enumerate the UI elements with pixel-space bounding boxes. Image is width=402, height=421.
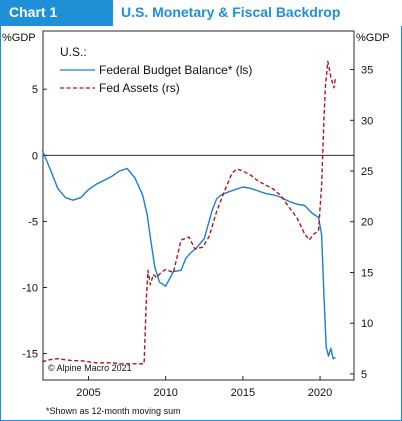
- x-axis-tick-label: 2015: [231, 387, 255, 399]
- axis-labels: %GDP %GDP 5 0 -5 -10 -15 5 10 15 20 25 30 35 2005 201…: [2, 32, 390, 399]
- left-axis-tick-label: 5: [32, 84, 38, 96]
- legend-title: U.S.:: [60, 45, 87, 59]
- right-axis-tick-label: 25: [361, 166, 373, 178]
- plot-area: [42, 30, 355, 381]
- budget-balance-line: [41, 149, 336, 360]
- right-axis-tick-label: 20: [361, 217, 373, 229]
- legend-label-fed-assets: Fed Assets (rs): [99, 81, 180, 95]
- x-axis-tick-label: 2005: [76, 387, 100, 399]
- right-axis-tick-label: 15: [361, 267, 373, 279]
- right-axis-tick-label: 10: [361, 318, 373, 330]
- plot-border: [42, 30, 355, 381]
- right-axis-tick-label: 5: [361, 369, 367, 381]
- fed-assets-line: [42, 60, 337, 365]
- left-axis-tick-label: 0: [32, 150, 38, 162]
- right-axis-tick-label: 30: [361, 115, 373, 127]
- x-axis-tick-label: 2010: [153, 387, 177, 399]
- left-axis-tick-label: -10: [22, 282, 38, 294]
- chart-marks: [41, 60, 337, 365]
- chart-title: U.S. Monetary & Fiscal Backdrop: [121, 4, 341, 20]
- source-credit: © Alpine Macro 2021: [48, 363, 132, 373]
- chart-title-background: [113, 0, 402, 26]
- x-axis-tick-label: 2020: [308, 387, 332, 399]
- chart-number-label: Chart 1: [9, 4, 58, 20]
- chart-number-badge: [0, 0, 113, 26]
- legend-label-budget: Federal Budget Balance* (ls): [99, 63, 252, 77]
- footnote: *Shown as 12-month moving sum: [46, 406, 181, 416]
- right-axis-unit-label: %GDP: [356, 32, 390, 44]
- left-axis-tick-label: -5: [28, 216, 38, 228]
- left-axis-tick-label: -15: [22, 349, 38, 361]
- left-axis-unit-label: %GDP: [2, 32, 36, 44]
- chart-header: Chart 1 U.S. Monetary & Fiscal Backdrop: [0, 0, 402, 26]
- right-axis-tick-label: 35: [361, 65, 373, 77]
- chart-legend: U.S.: Federal Budget Balance* (ls) Fed A…: [60, 45, 252, 95]
